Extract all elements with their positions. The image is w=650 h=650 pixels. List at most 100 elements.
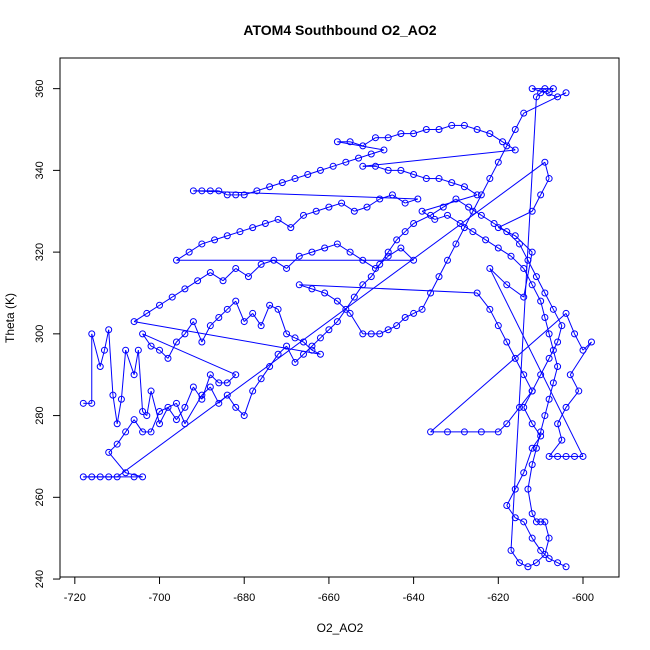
- data-point: [562, 309, 570, 317]
- data-point: [325, 326, 333, 334]
- data-point: [338, 199, 346, 207]
- data-point: [537, 432, 545, 440]
- series-line-segment: [459, 223, 474, 233]
- series-line-segment: [252, 223, 266, 229]
- series-line-segment: [116, 431, 127, 445]
- data-point: [156, 420, 164, 428]
- data-point: [346, 248, 354, 256]
- series-line-segment: [294, 337, 304, 343]
- series-line-segment: [413, 173, 427, 180]
- data-point: [371, 162, 379, 170]
- series-line-segment: [336, 309, 347, 322]
- x-tick-label: -620: [487, 592, 509, 604]
- data-point: [486, 305, 494, 313]
- series-line-segment: [345, 157, 359, 163]
- series-line-segment: [133, 312, 148, 323]
- data-point: [266, 363, 274, 371]
- series-line-segment: [239, 227, 253, 233]
- series-line-segment: [379, 329, 389, 335]
- data-point: [443, 428, 451, 436]
- series-line-segment: [481, 214, 495, 224]
- data-point: [520, 469, 528, 477]
- data-point: [443, 211, 451, 219]
- data-point: [371, 134, 379, 142]
- data-point: [321, 289, 329, 297]
- data-point: [532, 93, 540, 101]
- data-point: [448, 121, 456, 129]
- series-line-segment: [557, 562, 567, 568]
- data-point: [528, 444, 536, 452]
- series-line-segment: [324, 292, 338, 302]
- series-line-segment: [498, 210, 533, 229]
- data-point: [558, 436, 566, 444]
- data-point: [545, 395, 553, 403]
- data-point: [266, 301, 274, 309]
- data-point: [266, 183, 274, 191]
- series-line-segment: [112, 395, 118, 424]
- data-point: [422, 175, 430, 183]
- series-line-segment: [548, 558, 558, 564]
- data-point: [571, 330, 579, 338]
- series-line-segment: [167, 407, 177, 420]
- data-point: [261, 220, 269, 228]
- x-axis-label: O2_AO2: [317, 621, 364, 635]
- data-point: [537, 191, 545, 199]
- data-point: [194, 277, 202, 285]
- data-point: [109, 391, 117, 399]
- series-line-segment: [396, 231, 406, 241]
- data-point: [283, 330, 291, 338]
- series-line-segment: [434, 214, 448, 220]
- series-line-segment: [485, 239, 499, 249]
- x-tick-label: -660: [318, 592, 340, 604]
- data-point: [376, 330, 384, 338]
- data-point: [562, 403, 570, 411]
- series-line-segment: [171, 288, 186, 298]
- data-point: [122, 428, 130, 436]
- data-point: [113, 420, 121, 428]
- data-point: [139, 473, 147, 481]
- series-line-segment: [269, 182, 283, 188]
- data-point: [549, 85, 557, 93]
- data-point: [308, 248, 316, 256]
- data-point: [511, 514, 519, 522]
- series-line-segment: [536, 554, 546, 564]
- series-line-segment: [532, 88, 558, 98]
- data-point: [520, 264, 528, 272]
- data-point: [376, 195, 384, 203]
- data-point: [579, 452, 587, 460]
- series-line-segment: [197, 272, 211, 282]
- series-line-segment: [413, 129, 427, 135]
- series-line-segment: [565, 313, 575, 335]
- data-point: [503, 142, 511, 150]
- data-point: [384, 252, 392, 260]
- series-line-segment: [527, 562, 537, 568]
- series-line-segment: [226, 374, 237, 384]
- data-point: [359, 256, 367, 264]
- data-point: [473, 289, 481, 297]
- data-point: [545, 452, 553, 460]
- data-point: [223, 305, 231, 313]
- data-point: [164, 403, 172, 411]
- data-point: [139, 428, 147, 436]
- series-line-segment: [531, 537, 542, 551]
- series-line-segment: [362, 149, 516, 167]
- series-line-segment: [489, 133, 503, 143]
- data-point: [215, 399, 223, 407]
- y-tick-label: 300: [34, 325, 46, 343]
- data-point: [274, 305, 282, 313]
- data-point: [270, 256, 278, 264]
- series-line-segment: [337, 243, 351, 253]
- data-point: [333, 318, 341, 326]
- data-point: [215, 379, 223, 387]
- data-point: [236, 228, 244, 236]
- series-line-segment: [303, 210, 317, 216]
- data-point: [291, 334, 299, 342]
- data-point: [482, 236, 490, 244]
- x-tick-label: -680: [233, 592, 255, 604]
- series-line-segment: [108, 443, 118, 453]
- series-line-segment: [388, 133, 402, 139]
- series-line-segment: [277, 309, 288, 335]
- data-point: [490, 220, 498, 228]
- series-line-segment: [277, 345, 287, 355]
- data-point: [460, 121, 468, 129]
